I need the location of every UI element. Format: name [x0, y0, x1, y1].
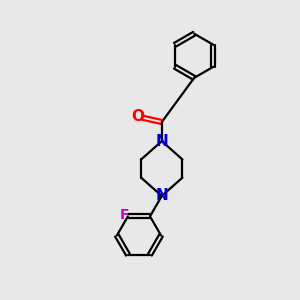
Text: N: N	[155, 188, 168, 203]
Text: N: N	[155, 134, 168, 149]
Text: O: O	[132, 109, 145, 124]
Text: F: F	[120, 208, 129, 222]
